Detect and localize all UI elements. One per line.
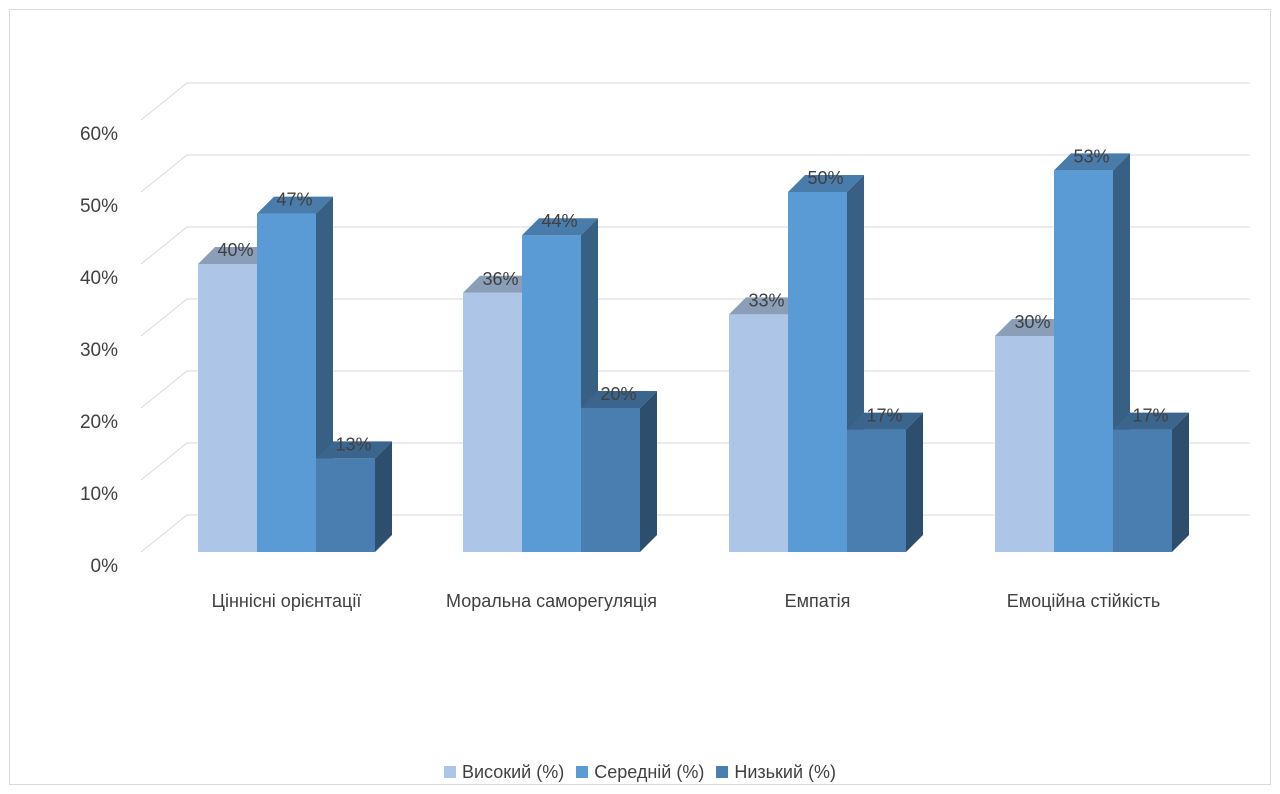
bar-side — [906, 412, 923, 552]
data-label: 17% — [866, 406, 902, 426]
gridline-diagonal — [140, 370, 188, 409]
legend-label-low: Низький (%) — [734, 761, 837, 782]
bar — [581, 391, 657, 552]
data-label: 40% — [217, 240, 253, 260]
bar — [316, 441, 392, 552]
category-label: Ціннісні орієнтації — [212, 591, 362, 611]
data-label: 13% — [335, 434, 371, 454]
legend: Високий (%) Середній (%) Низький (%) — [0, 760, 1280, 784]
bar-side — [375, 441, 392, 552]
bar-front — [1054, 170, 1113, 552]
bar-top — [729, 297, 805, 315]
gridline-diagonal — [140, 226, 188, 265]
bar-front — [847, 429, 906, 552]
bar — [847, 412, 923, 552]
data-labels: 40% 47% 13% 36% 44% 20% 33% 50% 17% 30% 53% 17% — [217, 146, 1168, 454]
y-tick-label: 10% — [80, 484, 118, 505]
bar-top — [1113, 412, 1189, 430]
y-tick-label: 40% — [80, 268, 118, 289]
legend-swatch-low — [716, 766, 729, 778]
gridline-diagonal — [140, 82, 188, 121]
y-tick-label: 20% — [80, 412, 118, 433]
data-label: 20% — [600, 384, 636, 404]
y-tick-label: 0% — [91, 556, 119, 577]
legend-swatch-medium — [576, 766, 589, 778]
legend-item-low: Низький (%) — [716, 762, 836, 783]
bar-top — [522, 218, 598, 236]
bar-front — [316, 458, 375, 552]
bar-front — [995, 336, 1054, 552]
category-label: Емоційна стійкість — [1007, 591, 1161, 611]
bar-top — [1054, 153, 1130, 171]
data-label: 50% — [807, 168, 843, 188]
bar-top — [788, 175, 864, 192]
legend-item-medium: Середній (%) — [576, 762, 704, 783]
data-label: 44% — [541, 211, 577, 231]
y-axis-ticks: 0% 10% 20% 30% 40% 50% 60% — [80, 124, 118, 577]
bar-front — [581, 408, 640, 552]
category-label: Моральна саморегуляція — [446, 591, 657, 611]
bar-top — [198, 247, 274, 264]
bar-top — [257, 196, 333, 214]
bar-front — [257, 213, 316, 552]
bar-side — [640, 391, 657, 552]
bar-front — [1113, 429, 1172, 552]
legend-label-high: Високий (%) — [461, 761, 565, 782]
y-tick-label: 30% — [80, 340, 118, 361]
data-label: 47% — [276, 190, 312, 210]
legend-item-high: Високий (%) — [443, 761, 565, 783]
y-tick-label: 50% — [80, 196, 118, 217]
bar-top — [995, 319, 1071, 336]
bar-top — [847, 412, 923, 430]
legend-swatch-high — [443, 766, 456, 778]
data-label: 36% — [482, 269, 518, 289]
bars — [198, 153, 1189, 552]
gridline-diagonal — [140, 514, 188, 553]
bar — [1113, 412, 1189, 552]
data-label: 30% — [1014, 312, 1050, 332]
bar-top — [316, 441, 392, 459]
gridline-diagonal — [140, 298, 188, 337]
data-label: 17% — [1132, 406, 1168, 426]
bar-front — [463, 292, 522, 552]
legend-label-medium: Середній (%) — [594, 761, 705, 782]
gridline-diagonal — [140, 442, 188, 481]
bar-top — [463, 275, 539, 293]
bar-front — [729, 314, 788, 552]
data-label: 33% — [748, 290, 784, 310]
y-tick-label: 60% — [80, 124, 118, 145]
bar-side — [1172, 412, 1189, 552]
gridline-diagonal — [140, 154, 188, 193]
bar-front — [788, 192, 847, 552]
bar-front — [522, 235, 581, 552]
bar-front — [198, 264, 257, 552]
bar-top — [581, 391, 657, 408]
data-label: 53% — [1073, 146, 1109, 166]
category-label: Емпатія — [785, 591, 851, 611]
category-labels: Ціннісні орієнтації Моральна саморегуляці… — [212, 591, 1161, 611]
